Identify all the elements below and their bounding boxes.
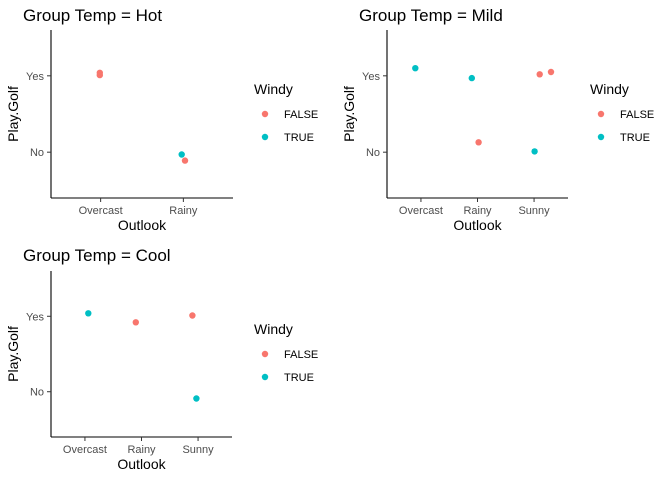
legend: Windy FALSE TRUE — [254, 81, 318, 144]
x-tick-label: Overcast — [63, 444, 107, 456]
y-tick-label: No — [366, 147, 380, 159]
y-axis-title: Play.Golf — [5, 326, 21, 382]
y-tick-label: No — [30, 147, 44, 159]
x-axis-title: Outlook — [117, 456, 166, 472]
legend-label-true: TRUE — [284, 132, 314, 144]
legend-title: Windy — [254, 321, 293, 337]
y-tick-label: Yes — [26, 311, 44, 323]
scatter-point-true — [468, 74, 475, 82]
x-axis-title: Outlook — [118, 217, 167, 233]
legend: Windy FALSE TRUE — [254, 321, 318, 384]
panel-title: Group Temp = Cool — [23, 246, 171, 265]
legend-key-false — [597, 110, 605, 118]
x-tick-label: Rainy — [127, 444, 156, 456]
scatter-point-false — [536, 71, 543, 78]
scatter-point-false — [132, 319, 139, 326]
legend-label-true: TRUE — [284, 372, 314, 384]
x-tick-label: Overcast — [399, 205, 443, 217]
facet-panel-1: Group Temp = Hot Overcast Rainy No Yes Outloo… — [5, 6, 318, 233]
legend-title: Windy — [590, 81, 629, 97]
panel-title: Group Temp = Mild — [359, 6, 503, 25]
scatter-point-true — [531, 148, 538, 155]
legend-key-false — [261, 110, 269, 118]
y-axis-title: Play.Golf — [341, 86, 357, 142]
x-tick-label: Sunny — [518, 205, 550, 217]
legend-title: Windy — [254, 81, 293, 97]
legend-key-true — [261, 373, 269, 381]
legend-key-true — [261, 133, 269, 141]
facet-panel-3: Group Temp = Cool Overcast Rainy Sunny No Yes… — [5, 246, 318, 472]
scatter-point-true — [412, 65, 419, 72]
scatter-point-true — [85, 310, 92, 317]
scatter-point-true — [178, 151, 185, 158]
y-tick-label: Yes — [26, 71, 44, 83]
legend-label-false: FALSE — [284, 349, 318, 361]
y-tick-label: No — [30, 387, 44, 399]
legend-key-false — [261, 350, 269, 358]
x-tick-label: Rainy — [169, 205, 198, 217]
facet-panel-2: Group Temp = Mild Overcast Rainy Sunny No Yes… — [341, 6, 654, 233]
scatter-point-false — [547, 68, 555, 76]
scatter-point-true — [193, 395, 200, 402]
legend-label-false: FALSE — [284, 109, 318, 121]
scatter-point-false — [181, 157, 189, 164]
legend-key-true — [597, 133, 605, 141]
x-tick-label: Overcast — [79, 205, 123, 217]
legend-label-false: FALSE — [620, 109, 654, 121]
panel-title: Group Temp = Hot — [23, 6, 162, 25]
legend: Windy FALSE TRUE — [590, 81, 654, 144]
x-axis-title: Outlook — [453, 217, 502, 233]
scatter-point-false — [189, 312, 196, 319]
x-tick-label: Rainy — [463, 205, 492, 217]
y-tick-label: Yes — [362, 71, 380, 83]
x-tick-label: Sunny — [182, 444, 214, 456]
legend-label-true: TRUE — [620, 132, 650, 144]
scatter-point-false — [475, 139, 482, 146]
scatter-point-false — [96, 71, 104, 79]
y-axis-title: Play.Golf — [5, 86, 21, 142]
